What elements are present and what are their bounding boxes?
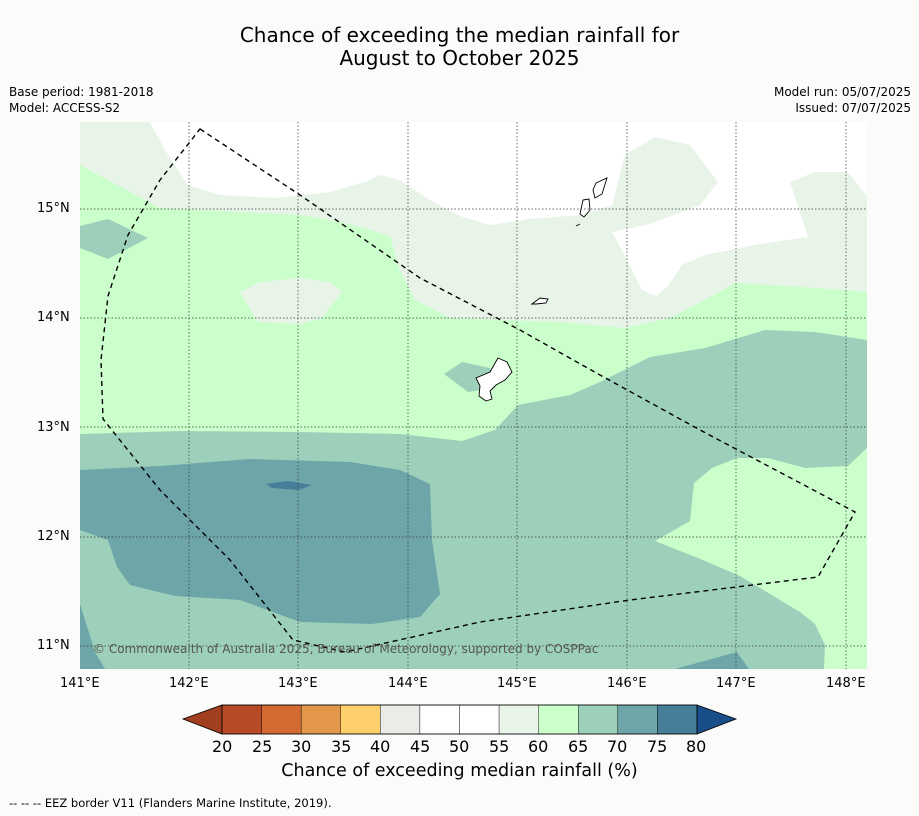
model-run-text: Model run: 05/07/2025 bbox=[773, 85, 911, 99]
lon-label-144: 144°E bbox=[388, 676, 428, 691]
lat-label-13: 13°N bbox=[37, 420, 70, 435]
colorbar-cell-35-40 bbox=[340, 704, 381, 735]
colorbar-tick-50: 50 bbox=[449, 737, 470, 756]
island-islet bbox=[575, 223, 581, 227]
lat-label-15: 15°N bbox=[37, 201, 70, 216]
colorbar-cell-50-55 bbox=[459, 704, 500, 735]
colorbar-cell-65-70 bbox=[578, 704, 619, 735]
lon-label-145: 145°E bbox=[497, 676, 537, 691]
colorbar-high-extend bbox=[696, 704, 738, 735]
colorbar-tick-55: 55 bbox=[489, 737, 510, 756]
colorbar-cell-75-80 bbox=[657, 704, 698, 735]
colorbar-tick-80: 80 bbox=[686, 737, 707, 756]
colorbar-cell-25-30 bbox=[261, 704, 302, 735]
colorbar-tick-60: 60 bbox=[528, 737, 549, 756]
island-guam bbox=[475, 357, 513, 402]
lon-label-141: 141°E bbox=[60, 676, 100, 691]
region-55-60-patch bbox=[240, 278, 342, 324]
region-50-55-top bbox=[205, 122, 375, 174]
colorbar-cell-45-50 bbox=[419, 704, 460, 735]
colorbar-cell-55-60 bbox=[498, 704, 539, 735]
colorbar-cell-20-25 bbox=[221, 704, 262, 735]
lon-label-143: 143°E bbox=[278, 676, 318, 691]
title-line-2: August to October 2025 bbox=[339, 46, 580, 70]
colorbar-tick-40: 40 bbox=[370, 737, 391, 756]
lon-label-147: 147°E bbox=[716, 676, 756, 691]
title-line-1: Chance of exceeding the median rainfall … bbox=[239, 23, 680, 47]
model-text: Model: ACCESS-S2 bbox=[9, 101, 121, 115]
issued-text: Issued: 07/07/2025 bbox=[795, 101, 911, 115]
colorbar-tick-45: 45 bbox=[410, 737, 431, 756]
region-70-75-se bbox=[675, 652, 749, 669]
colorbar-title: Chance of exceeding median rainfall (%) bbox=[281, 761, 638, 781]
region-70-75-main bbox=[80, 459, 440, 624]
colorbar-tick-25: 25 bbox=[252, 737, 273, 756]
island-saipan bbox=[592, 177, 608, 199]
meta-right: Model run: 05/07/2025 Issued: 07/07/2025 bbox=[774, 84, 911, 116]
lon-label-148: 148°E bbox=[826, 676, 866, 691]
lat-label-12: 12°N bbox=[37, 529, 70, 544]
colorbar-tick-20: 20 bbox=[212, 737, 233, 756]
island-rota bbox=[530, 297, 549, 305]
colorbar-tick-65: 65 bbox=[568, 737, 589, 756]
lat-label-14: 14°N bbox=[37, 310, 70, 325]
meta-left: Base period: 1981-2018 Model: ACCESS-S2 bbox=[9, 84, 154, 116]
colorbar-tick-30: 30 bbox=[291, 737, 312, 756]
copyright-text: © Commonwealth of Australia 2025, Bureau… bbox=[93, 642, 598, 656]
lon-label-142: 142°E bbox=[169, 676, 209, 691]
colorbar-cell-60-65 bbox=[538, 704, 579, 735]
lon-label-146: 146°E bbox=[607, 676, 647, 691]
colorbar-tick-70: 70 bbox=[607, 737, 628, 756]
colorbar-cell-70-75 bbox=[617, 704, 658, 735]
island-tinian bbox=[579, 198, 591, 218]
region-75-80 bbox=[266, 481, 312, 490]
lat-label-11: 11°N bbox=[37, 638, 70, 653]
region-70-75-sw bbox=[80, 604, 105, 669]
colorbar-cell-30-35 bbox=[300, 704, 341, 735]
colorbar-low-extend bbox=[181, 704, 223, 735]
colorbar-cell-40-45 bbox=[380, 704, 421, 735]
base-period-text: Base period: 1981-2018 bbox=[9, 85, 154, 99]
colorbar-tick-75: 75 bbox=[647, 737, 668, 756]
colorbar bbox=[181, 704, 738, 735]
gridlines bbox=[80, 122, 867, 669]
eez-legend-text: -- -- -- EEZ border V11 (Flanders Marine… bbox=[9, 796, 332, 810]
region-65-70-west bbox=[80, 219, 148, 259]
colorbar-tick-35: 35 bbox=[331, 737, 352, 756]
eez-border bbox=[100, 128, 856, 653]
